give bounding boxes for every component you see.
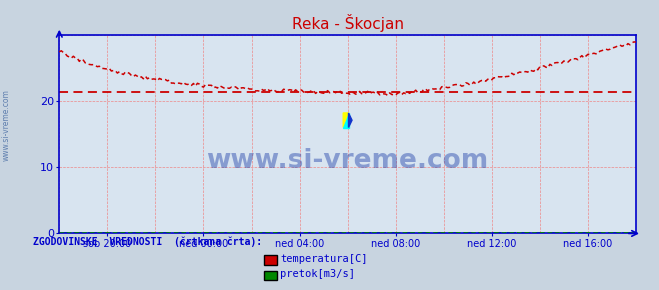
Polygon shape <box>343 113 349 128</box>
Polygon shape <box>349 113 352 128</box>
Text: www.si-vreme.com: www.si-vreme.com <box>206 148 489 174</box>
Text: pretok[m3/s]: pretok[m3/s] <box>280 269 355 279</box>
Text: www.si-vreme.com: www.si-vreme.com <box>2 89 11 161</box>
Text: ZGODOVINSKE  VREDNOSTI  (črtkana črta):: ZGODOVINSKE VREDNOSTI (črtkana črta): <box>33 237 262 247</box>
Text: temperatura[C]: temperatura[C] <box>280 254 368 264</box>
Title: Reka - Škocjan: Reka - Škocjan <box>292 14 403 32</box>
Polygon shape <box>343 113 349 128</box>
